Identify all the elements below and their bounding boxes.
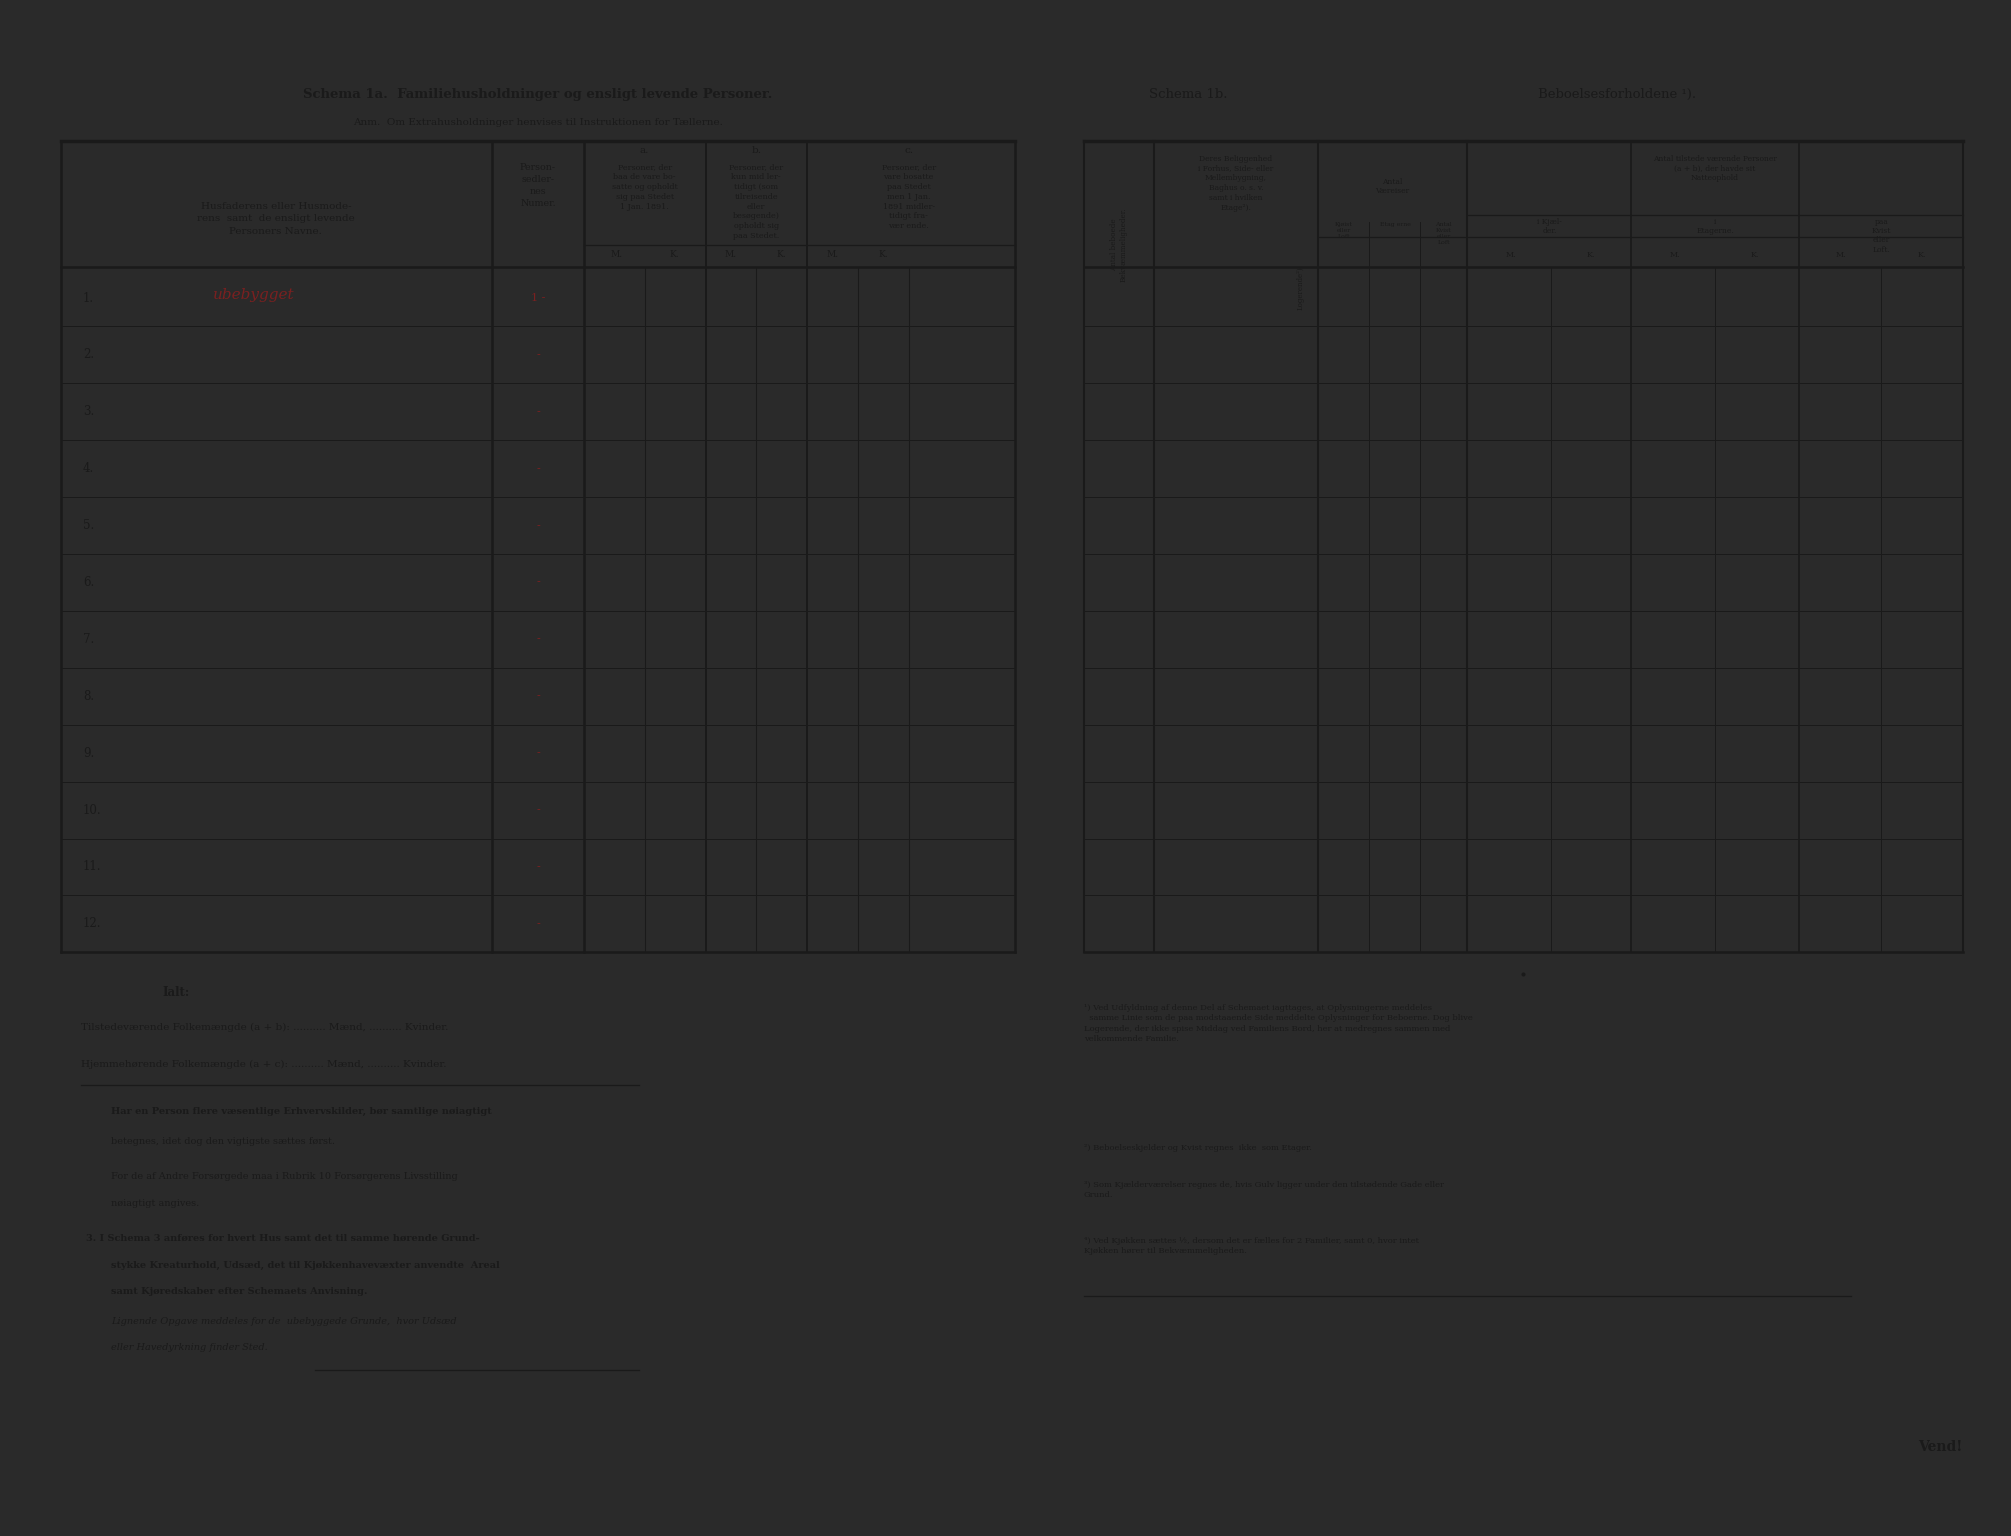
Text: Schema 1b.: Schema 1b. xyxy=(1150,88,1229,101)
Text: M.: M. xyxy=(724,250,736,260)
Text: 7.: 7. xyxy=(82,633,95,647)
Text: K.: K. xyxy=(670,250,680,260)
Text: Antal beboede
Bekvæmmeligheder.: Antal beboede Bekvæmmeligheder. xyxy=(1110,207,1128,283)
Text: -: - xyxy=(537,464,539,473)
Text: K.: K. xyxy=(1587,250,1595,260)
Text: Har en Person flere væsentlige Erhvervskilder, bør samtlige nøiagtigt: Har en Person flere væsentlige Erhvervsk… xyxy=(111,1107,493,1117)
Text: 5.: 5. xyxy=(82,519,95,531)
Text: -: - xyxy=(537,578,539,587)
Text: -: - xyxy=(537,862,539,872)
Text: 2.: 2. xyxy=(82,349,95,361)
Text: M.: M. xyxy=(609,250,621,260)
Text: 3.: 3. xyxy=(82,406,95,418)
Text: Logerende²): Logerende²) xyxy=(1297,267,1305,310)
Text: 4.: 4. xyxy=(82,462,95,475)
Text: K.: K. xyxy=(879,250,889,260)
Text: nøiagtigt angives.: nøiagtigt angives. xyxy=(111,1198,199,1207)
Text: Personer, der
kun mid ler-
tidigt (som
tilreisende
eller
besøgende)
opholdt sig
: Personer, der kun mid ler- tidigt (som t… xyxy=(730,163,784,240)
Text: K.: K. xyxy=(776,250,786,260)
Text: -: - xyxy=(537,350,539,359)
Text: Schema 1a.  Familiehusholdninger og ensligt levende Personer.: Schema 1a. Familiehusholdninger og ensli… xyxy=(304,88,772,101)
Text: 8.: 8. xyxy=(82,690,95,703)
Text: b.: b. xyxy=(752,146,762,155)
Text: ¹) Ved Udfyldning af denne Del af Schemaet iagttages, at Oplysningerne meddeles
: ¹) Ved Udfyldning af denne Del af Schema… xyxy=(1084,1005,1472,1043)
Text: Husfaderens eller Husmode-
rens  samt  de ensligt levende
Personers Navne.: Husfaderens eller Husmode- rens samt de … xyxy=(197,201,354,235)
Text: 10.: 10. xyxy=(82,803,103,817)
Text: paa
Kvist
eller
Loft.: paa Kvist eller Loft. xyxy=(1872,218,1890,253)
Text: -: - xyxy=(537,919,539,929)
Text: 3. I Schema 3 anføres for hvert Hus samt det til samme hørende Grund-: 3. I Schema 3 anføres for hvert Hus samt… xyxy=(86,1233,481,1243)
Text: 9.: 9. xyxy=(82,746,95,760)
Text: 12.: 12. xyxy=(82,917,101,931)
Text: -: - xyxy=(537,521,539,530)
Text: betegnes, idet dog den vigtigste sættes først.: betegnes, idet dog den vigtigste sættes … xyxy=(111,1137,336,1146)
Text: Lignende Opgave meddeles for de  ubebyggede Grunde,  hvor Udsæd: Lignende Opgave meddeles for de ubebygge… xyxy=(111,1316,456,1326)
Text: i
Etagerne.: i Etagerne. xyxy=(1695,218,1733,235)
Text: ubebygget: ubebygget xyxy=(213,289,294,303)
Text: K.: K. xyxy=(1752,250,1760,260)
Text: Antal
Kvist
eller
Loft: Antal Kvist eller Loft xyxy=(1436,223,1452,244)
Text: -: - xyxy=(537,691,539,702)
Text: Etag erne: Etag erne xyxy=(1380,223,1410,227)
Text: M.: M. xyxy=(1669,250,1679,260)
Text: ²) Beboelseskjelder og Kvist regnes  ikke  som Etager.: ²) Beboelseskjelder og Kvist regnes ikke… xyxy=(1084,1144,1311,1152)
Text: -: - xyxy=(537,634,539,645)
Text: ³) Som Kjælderværelser regnes de, hvis Gulv ligger under den tilstødende Gade el: ³) Som Kjælderværelser regnes de, hvis G… xyxy=(1084,1181,1444,1200)
Text: 1.: 1. xyxy=(82,292,95,304)
Text: 6.: 6. xyxy=(82,576,95,588)
Text: Personer, der
vare bosatte
paa Stedet
men 1 Jan.
1891 midler-
tidigt fra-
vær en: Personer, der vare bosatte paa Stedet me… xyxy=(881,163,935,230)
Text: -: - xyxy=(537,805,539,816)
Text: samt Kjøredskaber efter Schemaets Anvisning.: samt Kjøredskaber efter Schemaets Anvisn… xyxy=(111,1287,368,1296)
Text: M.: M. xyxy=(827,250,839,260)
Text: Ialt:: Ialt: xyxy=(163,986,189,1000)
Text: eller Havedyrkning finder Sted.: eller Havedyrkning finder Sted. xyxy=(111,1342,267,1352)
Text: stykke Kreaturhold, Udsæd, det til Kjøkkenhavevæxter anvendte  Areal: stykke Kreaturhold, Udsæd, det til Kjøkk… xyxy=(111,1261,501,1270)
Text: Person-
sedler-
nes
Numer.: Person- sedler- nes Numer. xyxy=(521,163,555,207)
Text: ⁴) Ved Kjøkken sættes ½, dersom det er fælles for 2 Familier, samt 0, hvor intet: ⁴) Ved Kjøkken sættes ½, dersom det er f… xyxy=(1084,1236,1420,1255)
Text: -: - xyxy=(537,407,539,416)
Text: Anm.  Om Extrahusholdninger henvises til Instruktionen for Tællerne.: Anm. Om Extrahusholdninger henvises til … xyxy=(354,118,722,126)
Text: Hjemmehørende Folkemængde (a + c): .......... Mænd, .......... Kvinder.: Hjemmehørende Folkemængde (a + c): .....… xyxy=(80,1060,446,1069)
Text: Tilstedeværende Folkemængde (a + b): .......... Mænd, .......... Kvinder.: Tilstedeværende Folkemængde (a + b): ...… xyxy=(80,1023,448,1032)
Text: -: - xyxy=(537,748,539,759)
Text: 1 -: 1 - xyxy=(531,293,545,303)
Text: Vend!: Vend! xyxy=(1918,1439,1963,1453)
Text: M.: M. xyxy=(1506,250,1516,260)
Text: K.: K. xyxy=(1916,250,1927,260)
Text: 11.: 11. xyxy=(82,860,101,874)
Text: Kjøist
eller
Loft: Kjøist eller Loft xyxy=(1335,223,1353,240)
Text: M.: M. xyxy=(1836,250,1846,260)
Text: a.: a. xyxy=(639,146,650,155)
Text: i Kjæl-
der.: i Kjæl- der. xyxy=(1536,218,1563,235)
Text: Personer, der
baa de vare bo-
satte og opholdt
sig paa Stedet
1 Jan. 1891.: Personer, der baa de vare bo- satte og o… xyxy=(611,163,678,210)
Text: Antal tilstede værende Personer
(a + b), der havde sit
Natteophold: Antal tilstede værende Personer (a + b),… xyxy=(1653,155,1778,183)
Text: Deres Beliggenhed
i Forhus, Side- eller
Mellembygning,
Baghus o. s. v.
samt i hv: Deres Beliggenhed i Forhus, Side- eller … xyxy=(1199,155,1273,212)
Text: Antal
Væreiser: Antal Væreiser xyxy=(1376,178,1410,195)
Text: Beboelsesforholdene ¹).: Beboelsesforholdene ¹). xyxy=(1538,88,1695,101)
Text: c.: c. xyxy=(905,146,913,155)
Text: For de af Andre Forsørgede maa i Rubrik 10 Forsørgerens Livsstilling: For de af Andre Forsørgede maa i Rubrik … xyxy=(111,1172,459,1181)
